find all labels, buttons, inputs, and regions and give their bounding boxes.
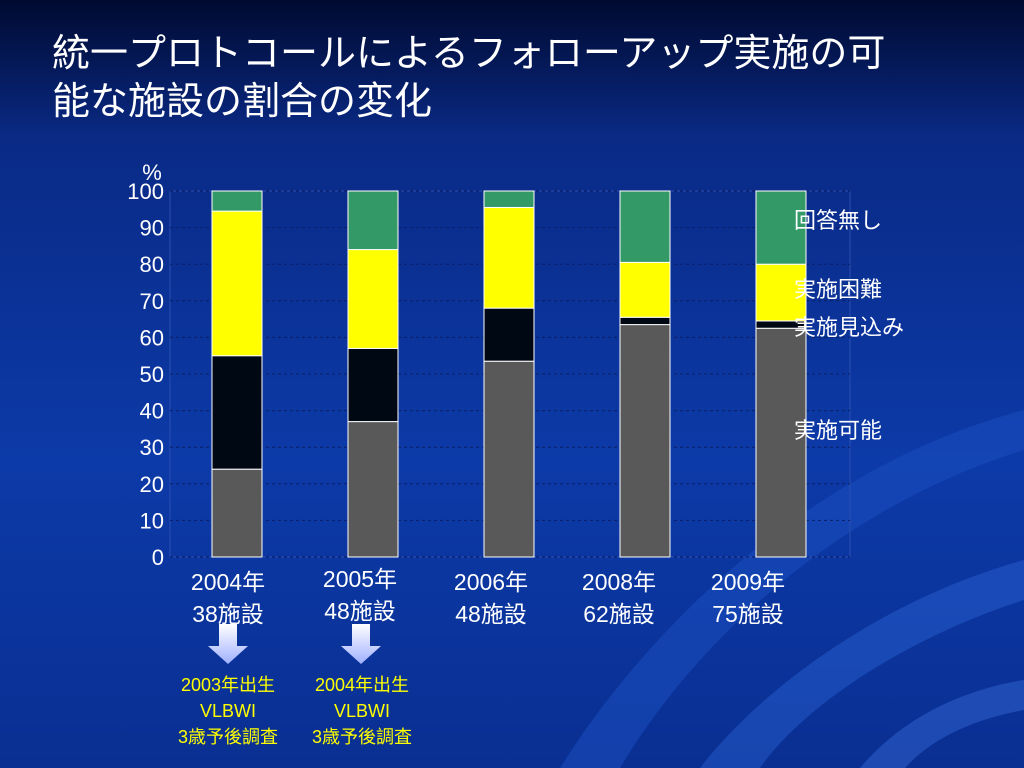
legend-no-answer: 回答無し [794,208,883,233]
note-line: VLBWI [199,701,256,721]
bar-segment [211,355,263,470]
note-line: VLBWI [333,701,390,721]
category-label-2005: 2005年 48施設 [305,563,415,627]
y-tick-label: 70 [140,289,164,314]
note-line: 3歳予後調査 [311,727,412,747]
category-facilities: 48施設 [324,598,396,624]
category-year: 2006年 [453,569,529,595]
y-tick-label: 10 [140,508,164,533]
y-axis-label: % [142,160,162,185]
category-facilities: 38施設 [192,601,264,627]
category-label-2008: 2008年 62施設 [564,566,674,630]
bar-segment [619,190,671,263]
category-facilities: 48施設 [455,601,527,627]
y-tick-label: 80 [140,252,164,277]
bar-segment [483,206,535,309]
bar-segment [483,190,535,208]
note-2004-birth-cohort: 2004年出生 VLBWI 3歳予後調査 [287,672,437,750]
legend-difficult: 実施困難 [794,277,883,302]
bar-segment [347,347,399,423]
title-line-1: 統一プロトコールによるフォローアップ実施の可 [52,33,886,75]
bar-segment [347,249,399,349]
note-line: 2004年出生 [314,675,410,695]
bar-segment [619,324,671,558]
bar-segment [347,421,399,558]
note-line: 2003年出生 [180,675,276,695]
note-line: 3歳予後調査 [177,727,278,747]
category-facilities: 75施設 [712,601,784,627]
y-tick-label: 100 [127,179,164,204]
category-label-2009: 2009年 75施設 [693,566,803,630]
slide-title: 統一プロトコールによるフォローアップ実施の可 能な施設の割合の変化 [52,30,972,126]
category-year: 2009年 [710,569,786,595]
bar-segment [211,468,263,558]
bar-segment [619,316,671,326]
y-tick-label: 50 [140,362,164,387]
category-year: 2008年 [581,569,657,595]
y-tick-label: 60 [140,325,164,350]
note-2003-birth-cohort: 2003年出生 VLBWI 3歳予後調査 [153,672,303,750]
category-facilities: 62施設 [583,601,655,627]
category-year: 2005年 [322,566,398,592]
category-label-2006: 2006年 48施設 [436,566,546,630]
y-tick-label: 0 [152,545,164,570]
down-arrow-icon [341,624,381,664]
legend-possible: 実施可能 [794,418,883,443]
bar-segment [483,307,535,362]
category-year: 2004年 [190,569,266,595]
y-tick-label: 90 [140,216,164,241]
legend-expected: 実施見込み [794,315,905,340]
down-arrow-icon [208,624,248,664]
bar-segment [483,360,535,558]
bar-segment [211,210,263,357]
y-tick-label: 30 [140,435,164,460]
bar-segment [619,261,671,318]
y-tick-label: 40 [140,399,164,424]
y-tick-label: 20 [140,472,164,497]
bar-segment [755,190,807,265]
title-line-2: 能な施設の割合の変化 [52,81,433,123]
category-label-2004: 2004年 38施設 [173,566,283,630]
bar-segment [211,190,263,212]
bar-segment [347,190,399,251]
